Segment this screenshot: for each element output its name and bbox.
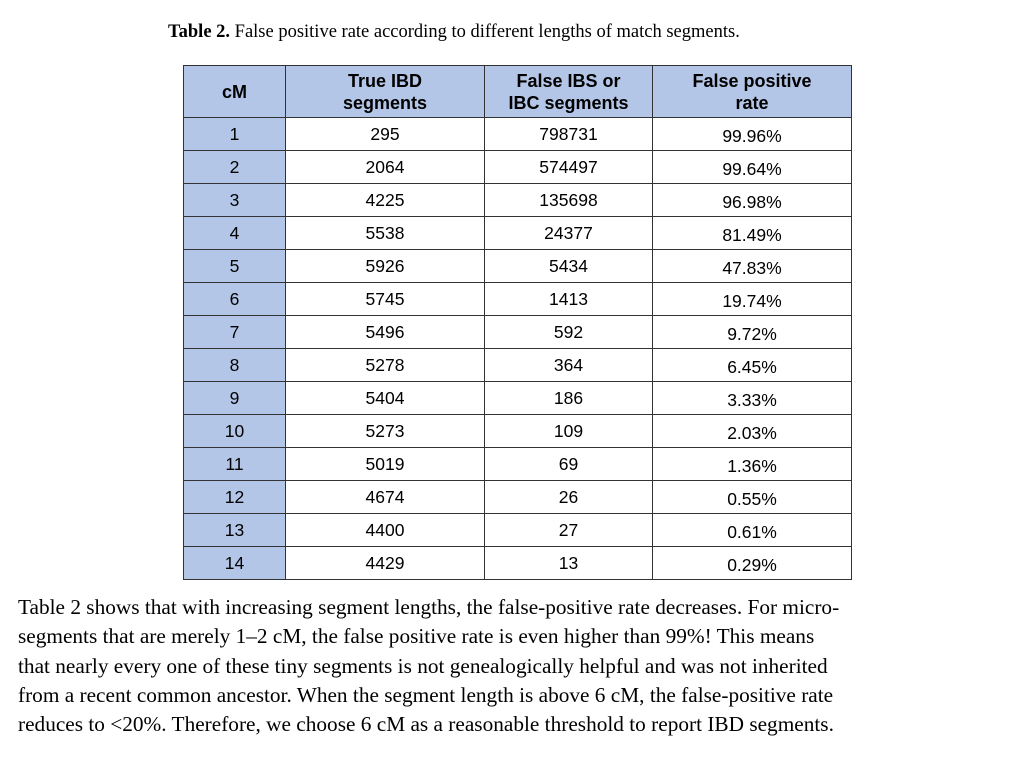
column-header-line: rate bbox=[735, 92, 769, 113]
table-cell: 0.55% bbox=[652, 480, 852, 514]
table-cell: 5538 bbox=[285, 216, 485, 250]
column-header-line: IBC segments bbox=[508, 92, 629, 113]
table-cell: 4429 bbox=[285, 546, 485, 580]
table-cell: 5278 bbox=[285, 348, 485, 382]
table-cell: 10 bbox=[183, 414, 286, 448]
table-cell: 5273 bbox=[285, 414, 485, 448]
paragraph-line: Table 2 shows that with increasing segme… bbox=[18, 595, 840, 619]
false-positive-table: cM True IBD segments False IBS or IBC segmen… bbox=[183, 65, 852, 580]
table-cell: 47.83% bbox=[652, 249, 852, 283]
table-cell: 798731 bbox=[484, 117, 653, 151]
table-row: 4 5538 24377 81.49% bbox=[183, 216, 852, 250]
table-cell: 6 bbox=[183, 282, 286, 316]
table-cell: 3.33% bbox=[652, 381, 852, 415]
table-row: 8 5278 364 6.45% bbox=[183, 348, 852, 382]
column-header-line: False IBS or bbox=[516, 70, 621, 91]
column-header-line: False positive bbox=[692, 70, 812, 91]
table-cell: 109 bbox=[484, 414, 653, 448]
table-cell: 4225 bbox=[285, 183, 485, 217]
table-cell: 4 bbox=[183, 216, 286, 250]
table-row: 7 5496 592 9.72% bbox=[183, 315, 852, 349]
table-cell: 81.49% bbox=[652, 216, 852, 250]
table-cell: 96.98% bbox=[652, 183, 852, 217]
table-row: 5 5926 5434 47.83% bbox=[183, 249, 852, 283]
table-cell: 99.64% bbox=[652, 150, 852, 184]
table-cell: 574497 bbox=[484, 150, 653, 184]
table-cell: 2 bbox=[183, 150, 286, 184]
table-cell: 11 bbox=[183, 447, 286, 481]
table-cell: 5404 bbox=[285, 381, 485, 415]
table-cell: 3 bbox=[183, 183, 286, 217]
table-row: 10 5273 109 2.03% bbox=[183, 414, 852, 448]
table-cell: 19.74% bbox=[652, 282, 852, 316]
table-cell: 186 bbox=[484, 381, 653, 415]
table-cell: 0.29% bbox=[652, 546, 852, 580]
table-cell: 5496 bbox=[285, 315, 485, 349]
table-row: 11 5019 69 1.36% bbox=[183, 447, 852, 481]
column-header: cM bbox=[183, 65, 286, 118]
table-cell: 4674 bbox=[285, 480, 485, 514]
table-cell: 9.72% bbox=[652, 315, 852, 349]
table-row: 9 5404 186 3.33% bbox=[183, 381, 852, 415]
table-cell: 2.03% bbox=[652, 414, 852, 448]
caption-text: False positive rate according to differe… bbox=[230, 22, 740, 42]
table-cell: 6.45% bbox=[652, 348, 852, 382]
table-row: 12 4674 26 0.55% bbox=[183, 480, 852, 514]
table-row: 3 4225 135698 96.98% bbox=[183, 183, 852, 217]
column-header-line: segments bbox=[342, 92, 428, 113]
column-header-line: cM bbox=[221, 81, 247, 102]
table-row: 6 5745 1413 19.74% bbox=[183, 282, 852, 316]
table-cell: 5434 bbox=[484, 249, 653, 283]
table-cell: 99.96% bbox=[652, 117, 852, 151]
table-cell: 592 bbox=[484, 315, 653, 349]
paragraph-line: from a recent common ancestor. When the … bbox=[18, 682, 834, 707]
table-caption: Table 2. False positive rate according t… bbox=[168, 22, 740, 43]
table-cell: 5 bbox=[183, 249, 286, 283]
table-cell: 24377 bbox=[484, 216, 653, 250]
table-cell: 1.36% bbox=[652, 447, 852, 481]
table-cell: 26 bbox=[484, 480, 653, 514]
table-cell: 0.61% bbox=[652, 513, 852, 547]
table-cell: 295 bbox=[285, 117, 485, 151]
caption-label: Table 2. bbox=[168, 22, 231, 42]
paragraph-line: reduces to <20%. Therefore, we choose 6 … bbox=[18, 712, 834, 737]
column-header: True IBD segments bbox=[285, 65, 485, 118]
table-cell: 2064 bbox=[285, 150, 485, 184]
column-header: False IBS or IBC segments bbox=[484, 65, 653, 118]
table-cell: 27 bbox=[484, 513, 653, 547]
table-cell: 4400 bbox=[285, 513, 485, 547]
table-cell: 5019 bbox=[285, 447, 485, 481]
table-cell: 8 bbox=[183, 348, 286, 382]
table-cell: 7 bbox=[183, 315, 286, 349]
table-cell: 13 bbox=[183, 513, 286, 547]
table-cell: 364 bbox=[484, 348, 653, 382]
table-cell: 9 bbox=[183, 381, 286, 415]
column-header: False positive rate bbox=[652, 65, 852, 118]
table-cell: 5926 bbox=[285, 249, 485, 283]
table-row: 1 295 798731 99.96% bbox=[183, 117, 852, 151]
table-cell: 1413 bbox=[484, 282, 653, 316]
body-paragraph: Table 2 shows that with increasing segme… bbox=[18, 593, 1018, 739]
table-row: 13 4400 27 0.61% bbox=[183, 513, 852, 547]
table-row: 2 2064 574497 99.64% bbox=[183, 150, 852, 184]
table-header-row: cM True IBD segments False IBS or IBC segmen… bbox=[183, 65, 852, 118]
paragraph-line: that nearly every one of these tiny segm… bbox=[18, 653, 828, 678]
table-cell: 13 bbox=[484, 546, 653, 580]
column-header-line: True IBD bbox=[347, 70, 422, 91]
table-cell: 12 bbox=[183, 480, 286, 514]
table-cell: 5745 bbox=[285, 282, 485, 316]
table-row: 14 4429 13 0.29% bbox=[183, 546, 852, 580]
table-cell: 14 bbox=[183, 546, 286, 580]
table-cell: 1 bbox=[183, 117, 286, 151]
table-cell: 135698 bbox=[484, 183, 653, 217]
paragraph-line: segments that are merely 1–2 cM, the fal… bbox=[18, 624, 815, 649]
table-cell: 69 bbox=[484, 447, 653, 481]
